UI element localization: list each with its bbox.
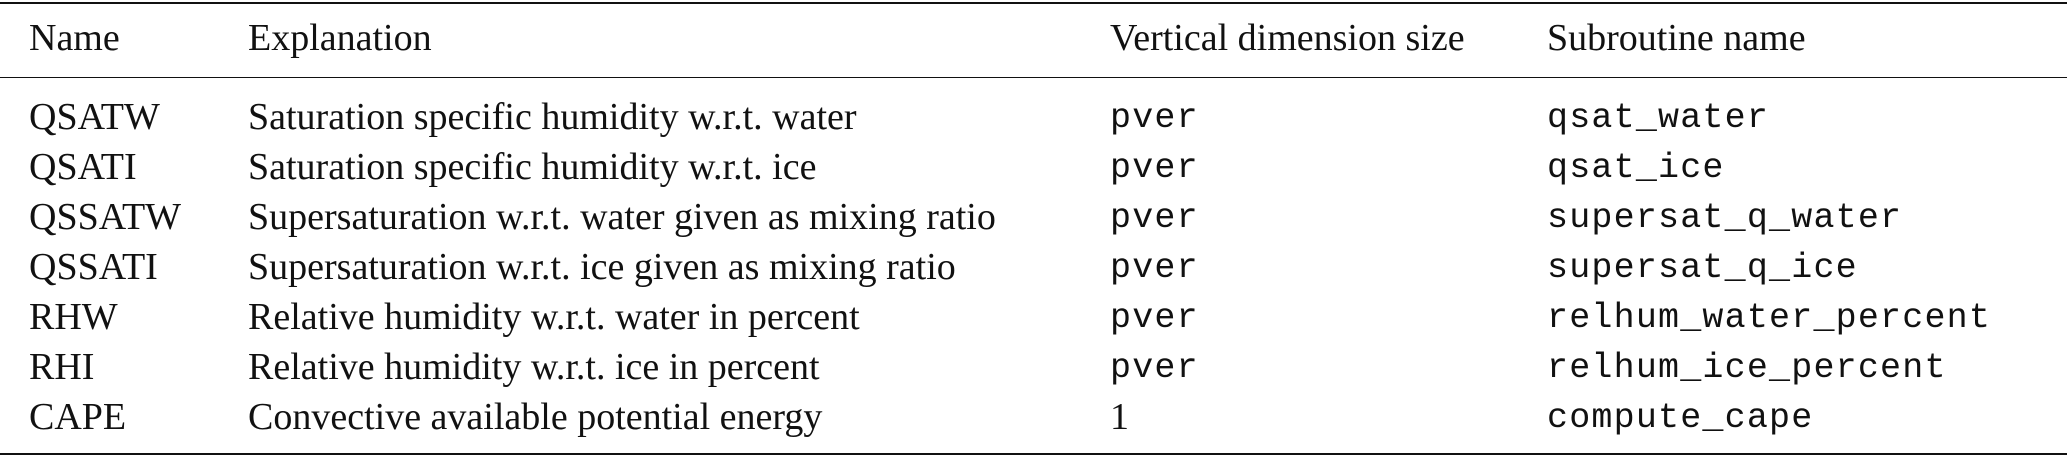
table-row-subroutine: qsat_ice [1547,148,1725,188]
table-row-explanation: Saturation specific humidity w.r.t. wate… [248,96,857,138]
table-row-explanation: Supersaturation w.r.t. water given as mi… [248,196,996,238]
table-row-subroutine: relhum_water_percent [1547,298,1992,338]
table-row-name: RHW [29,296,118,338]
table-row-name: RHI [29,346,95,388]
table-bottom-rule [0,453,2067,455]
table-top-rule [0,2,2067,4]
table-row-dimension: pver [1110,98,1199,138]
table-row-name: QSATI [29,146,137,188]
table-row-subroutine: supersat_q_water [1547,198,1903,238]
table-row-name: QSATW [29,96,160,138]
table-row-explanation: Relative humidity w.r.t. ice in percent [248,346,820,388]
table-row-subroutine: supersat_q_ice [1547,248,1858,288]
table-header-rule [0,77,2067,78]
table-row-explanation: Relative humidity w.r.t. water in percen… [248,296,860,338]
table-row-explanation: Convective available potential energy [248,396,823,438]
table-row-dimension: pver [1110,148,1199,188]
table-row-dimension: pver [1110,198,1199,238]
table-row-dimension: pver [1110,298,1199,338]
header-name: Name [29,17,120,59]
header-subroutine-name: Subroutine name [1547,17,1806,59]
table-row-name: QSSATW [29,196,182,238]
table-row-dimension: pver [1110,348,1199,388]
table-row-explanation: Supersaturation w.r.t. ice given as mixi… [248,246,956,288]
table-row-name: QSSATI [29,246,158,288]
table-row-subroutine: qsat_water [1547,98,1770,138]
header-explanation: Explanation [248,17,432,59]
table-row-name: CAPE [29,396,127,438]
table-row-subroutine: compute_cape [1547,398,1814,438]
header-vertical-dimension-size: Vertical dimension size [1110,17,1465,59]
table-row-dimension: pver [1110,248,1199,288]
table-row-dimension: 1 [1110,396,1129,438]
table-row-explanation: Saturation specific humidity w.r.t. ice [248,146,817,188]
table-row-subroutine: relhum_ice_percent [1547,348,1947,388]
